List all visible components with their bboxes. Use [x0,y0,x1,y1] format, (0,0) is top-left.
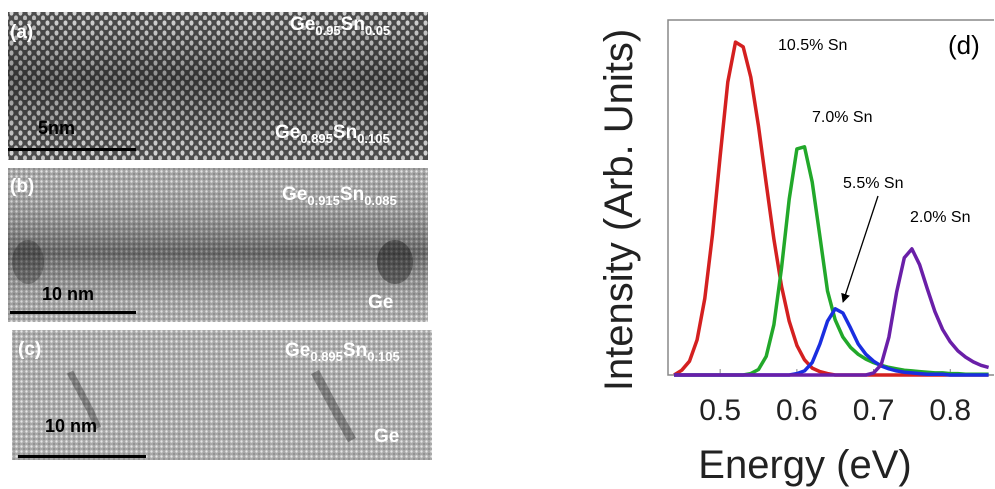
defect-line [66,370,102,430]
layer-label: Ge0.895Sn0.105 [285,340,400,364]
x-tick-label: 0.8 [929,394,971,427]
series-label: 7.0% Sn [812,109,872,126]
defect-line [311,369,356,443]
y-axis-label: Intensity (Arb. Units) [597,29,641,391]
panel-tag: (c) [18,339,41,360]
scale-bar [10,311,136,314]
annotation-arrow [841,195,879,303]
layer-label: Ge0.915Sn0.085 [282,184,397,208]
scale-bar-label: 5nm [38,118,75,138]
scale-bar-label: 10 nm [42,284,94,304]
image-shading [377,240,413,284]
image-shading [8,168,428,322]
image-shading [8,12,428,160]
series-label: 2.0% Sn [910,209,970,226]
series-label: 5.5% Sn [843,175,903,192]
tem-image [12,330,432,460]
x-tick-label: 0.5 [699,394,741,427]
x-axis-label: Energy (eV) [698,443,911,487]
x-tick-label: 0.6 [776,394,818,427]
series-label: 10.5% Sn [778,37,847,54]
panel-tag: (b) [10,176,34,197]
scale-bar [18,455,146,458]
panel-tag: (a) [10,22,33,43]
image-shading [12,240,44,284]
x-tick-label: 0.7 [853,394,895,427]
scale-bar [8,148,136,151]
panel-c: (c) Ge0.895Sn0.105 Ge 10 nm [12,330,432,460]
spectrum-chart: Intensity (Arb. Units) Energy (eV) (d) 0… [597,19,994,487]
layer-label: Ge [374,426,399,447]
layer-label: Ge0.95Sn0.05 [290,14,390,38]
spectrum-line [674,247,990,377]
spectrum-line [674,145,989,377]
scale-bar-label: 10 nm [45,416,97,436]
layer-label: Ge0.895Sn0.105 [275,122,390,146]
spectrum-line [674,307,989,377]
layer-label: Ge [368,292,393,313]
panel-a: (a) Ge0.95Sn0.05 Ge0.895Sn0.105 5nm [8,12,428,160]
panel-tag: (d) [948,30,980,60]
image-shading [12,330,432,460]
panel-b: (b) Ge0.915Sn0.085 Ge 10 nm [8,168,428,322]
